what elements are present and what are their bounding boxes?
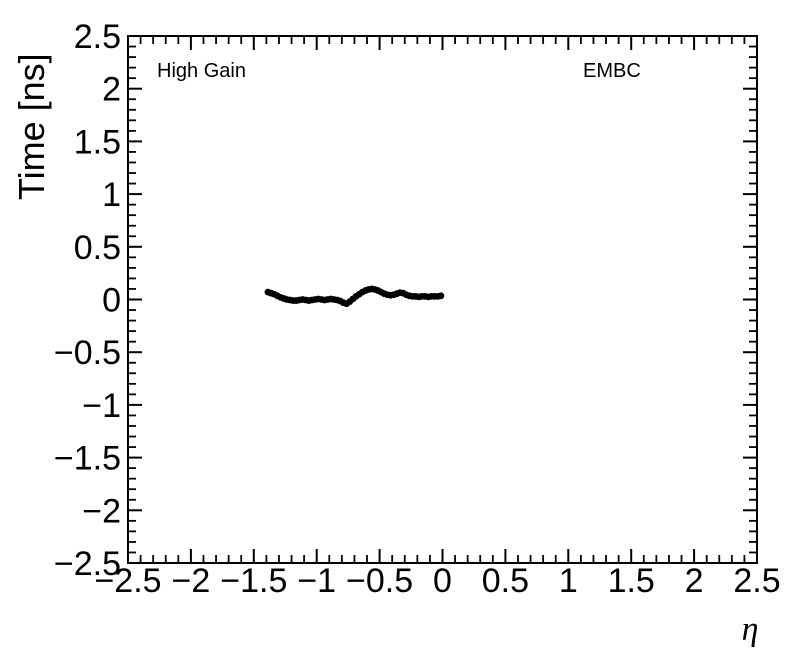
tick-label: −1.5 [220,562,287,600]
tick-label: −1.5 [54,440,121,478]
data-marker [437,292,445,300]
tick-label: −1 [82,387,121,425]
tick-label: −1 [297,562,336,600]
tick-label: 0.5 [482,562,529,600]
tick-label: 2.5 [74,18,121,56]
y-axis-title: Time [ns] [11,53,52,200]
y-tick-labels: −2.5 −2 −1.5 −1 −0.5 0 0.5 1 1.5 2 2.5 [54,18,121,583]
x-axis-title: η [742,611,759,648]
gain-label: High Gain [157,60,246,82]
tick-label: 2 [685,562,704,600]
tick-label: −0.5 [54,334,121,372]
tick-label: −2 [82,492,121,530]
axis-ticks [127,35,758,564]
x-tick-labels: −2.5 −2 −1.5 −1 −0.5 0 0.5 1 1.5 2 2.5 [94,562,780,600]
data-points [264,285,445,308]
tick-label: −0.5 [346,562,413,600]
tick-label: 0.5 [74,229,121,267]
tick-label: −2.5 [94,562,161,600]
plot-frame [127,35,758,564]
tick-label: 0 [102,282,121,320]
detector-label: EMBC [583,60,641,82]
tick-label: −2.5 [54,545,121,583]
tick-label: 1 [102,176,121,214]
tick-label: 0 [433,562,452,600]
tick-label: 1.5 [608,562,655,600]
tick-label: 2.5 [733,562,780,600]
tick-label: 1 [559,562,578,600]
tick-label: −2 [172,562,211,600]
tick-label: 2 [102,71,121,109]
tick-label: 1.5 [74,123,121,161]
